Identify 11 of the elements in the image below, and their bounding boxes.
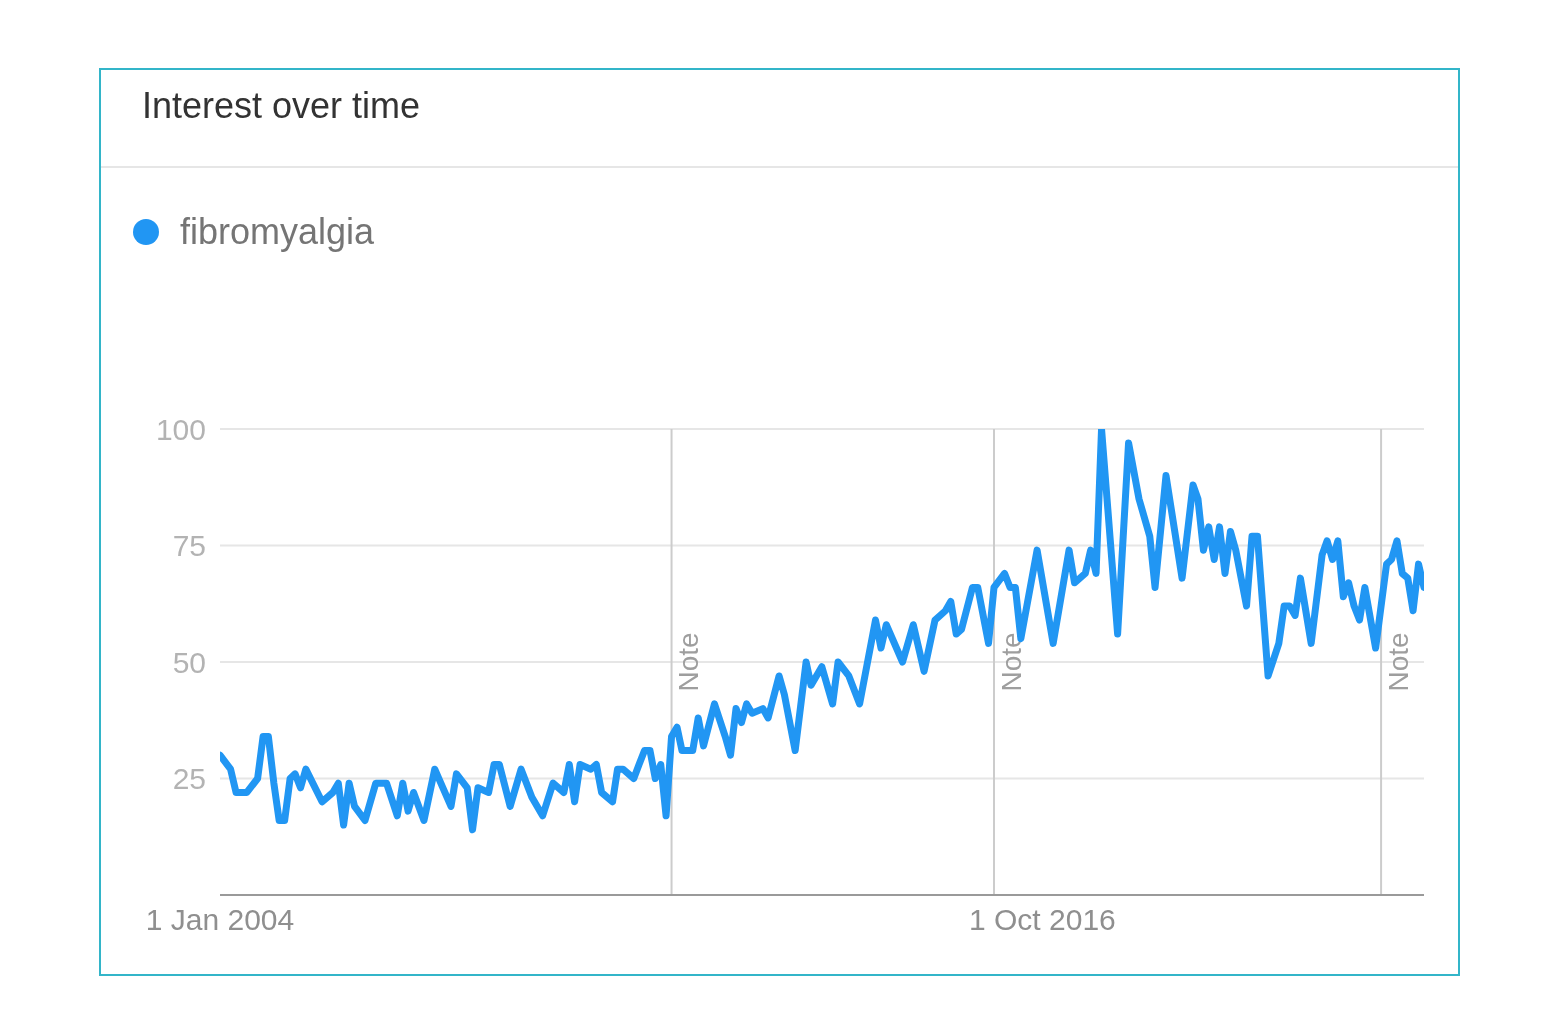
x-tick-label: 1 Jan 2004: [145, 903, 295, 937]
y-tick-label: 75: [172, 529, 206, 563]
ref-line-label: Note: [1382, 632, 1414, 692]
y-tick-label: 100: [155, 412, 206, 446]
ref-line-label: Note: [995, 632, 1027, 692]
ref-line-label: Note: [673, 632, 705, 692]
chart-title: Interest over time: [142, 85, 421, 126]
y-tick-label: 50: [172, 645, 206, 679]
legend-label: fibromyalgia: [180, 211, 375, 252]
x-tick-label: 1 Oct 2016: [969, 903, 1116, 937]
y-tick-label: 25: [172, 762, 206, 796]
